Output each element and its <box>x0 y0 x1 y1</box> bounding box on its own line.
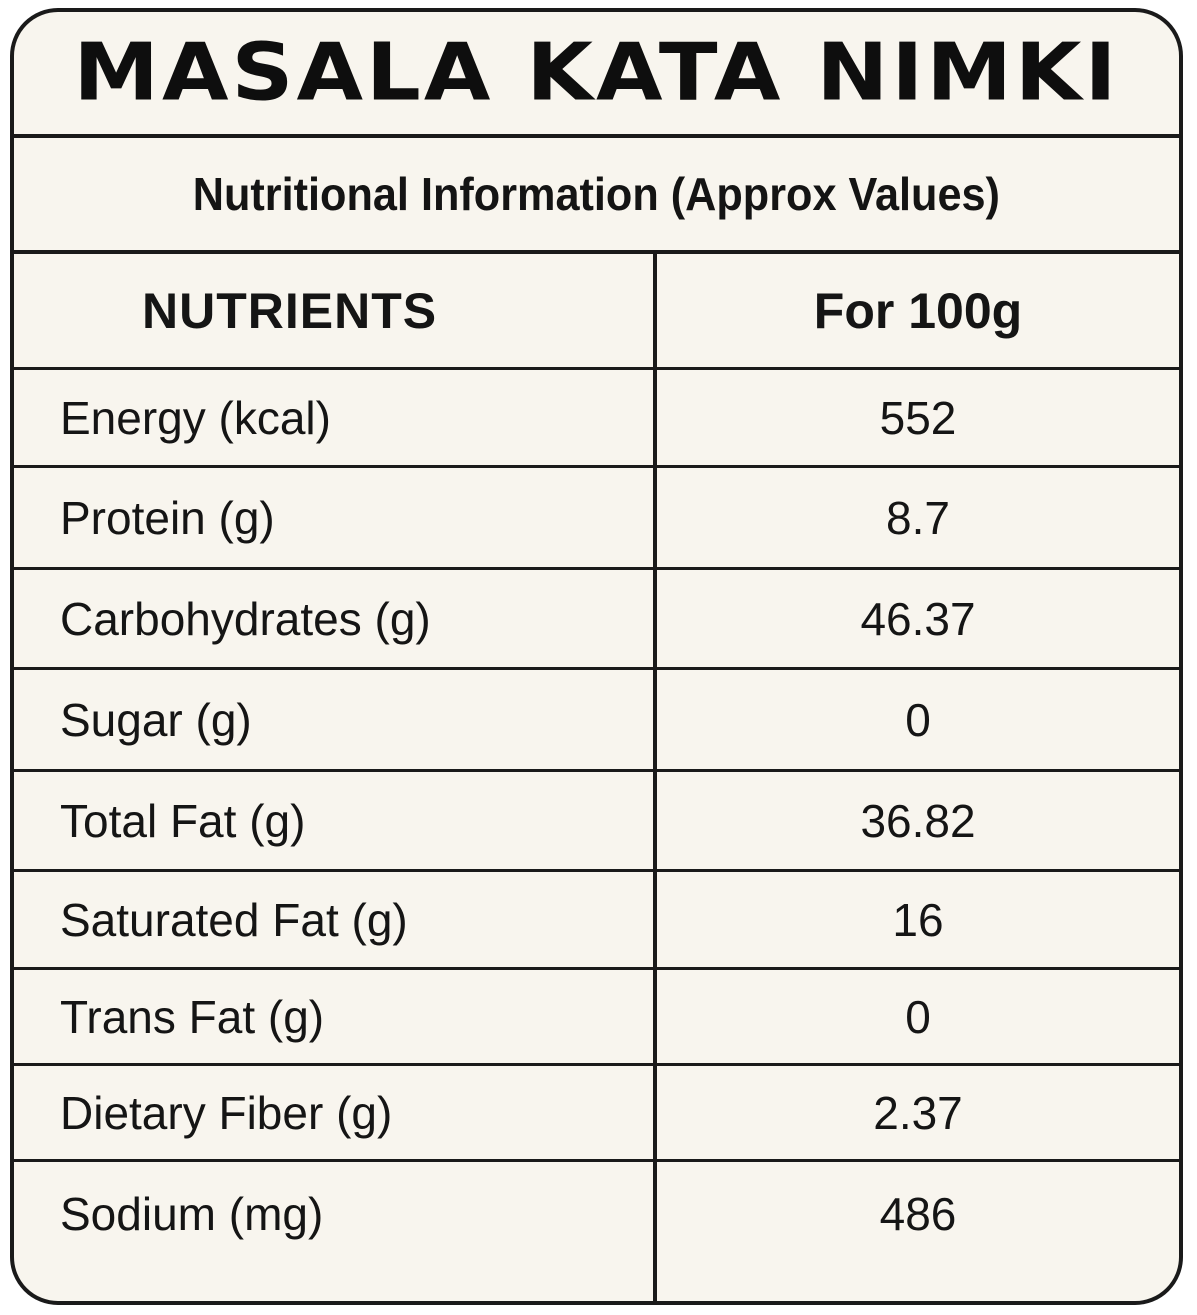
nutrient-name: Sugar (g) <box>60 693 252 746</box>
nutrient-value: 0 <box>905 990 931 1043</box>
table-row: Trans Fat (g) 0 <box>14 970 1179 1066</box>
nutrient-value: 552 <box>879 391 957 444</box>
table-row: Sodium (mg) 486 <box>14 1162 1179 1266</box>
nutrient-name: Total Fat (g) <box>60 794 306 847</box>
nutrient-name: Sodium (mg) <box>60 1188 324 1240</box>
nutrition-label-card: MASALA KATA NIMKI Nutritional Informatio… <box>10 8 1183 1305</box>
subtitle-band: Nutritional Information (Approx Values) <box>14 138 1179 254</box>
table-header-row: NUTRIENTS For 100g <box>14 254 1179 370</box>
nutrient-name: Trans Fat (g) <box>60 990 325 1043</box>
table-row: Total Fat (g) 36.82 <box>14 772 1179 872</box>
per-amount-header: For 100g <box>813 282 1023 339</box>
title-band: MASALA KATA NIMKI <box>14 12 1179 138</box>
nutrient-value: 486 <box>879 1188 957 1240</box>
nutrition-table: NUTRIENTS For 100g Energy (kcal) 552 Pro… <box>14 254 1179 1301</box>
nutrient-value: 16 <box>892 893 944 946</box>
table-row: Saturated Fat (g) 16 <box>14 872 1179 970</box>
nutrients-header: NUTRIENTS <box>142 282 438 339</box>
table-row: Carbohydrates (g) 46.37 <box>14 570 1179 670</box>
nutrient-value: 0 <box>905 693 931 746</box>
nutrient-name: Dietary Fiber (g) <box>60 1086 393 1139</box>
nutrient-name: Energy (kcal) <box>60 391 331 444</box>
column-divider <box>653 254 657 1301</box>
product-title: MASALA KATA NIMKI <box>73 27 1120 119</box>
table-row: Energy (kcal) 552 <box>14 370 1179 468</box>
table-row: Dietary Fiber (g) 2.37 <box>14 1066 1179 1162</box>
nutrient-name: Carbohydrates (g) <box>60 592 431 645</box>
table-row: Sugar (g) 0 <box>14 670 1179 772</box>
nutrient-value: 8.7 <box>886 491 950 544</box>
nutrient-value: 2.37 <box>873 1086 963 1139</box>
table-row: Protein (g) 8.7 <box>14 468 1179 570</box>
nutrition-subtitle: Nutritional Information (Approx Values) <box>192 168 1001 220</box>
nutrient-name: Protein (g) <box>60 491 275 544</box>
nutrient-value: 46.37 <box>860 592 976 645</box>
nutrient-value: 36.82 <box>860 794 976 847</box>
nutrient-name: Saturated Fat (g) <box>60 893 408 946</box>
